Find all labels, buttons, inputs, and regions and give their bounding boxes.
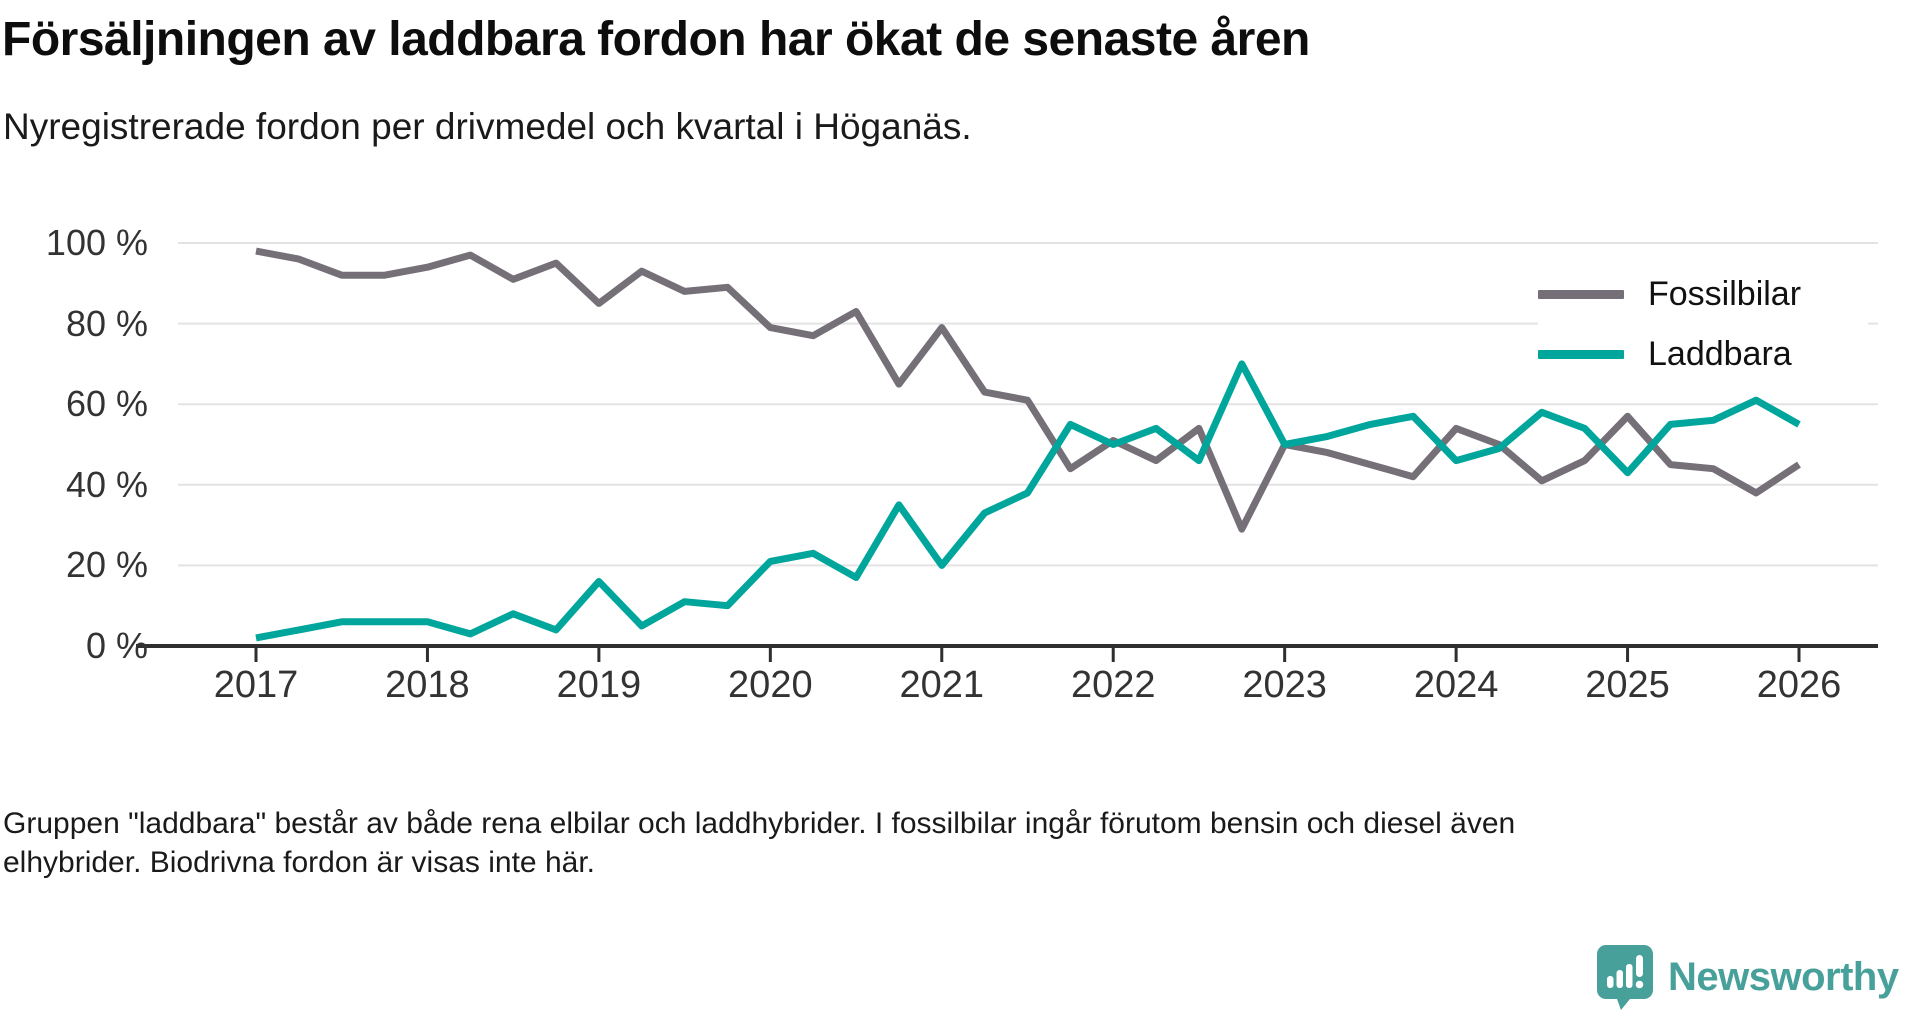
x-axis-label-2025: 2025 (1585, 664, 1670, 706)
newsworthy-logo: Newsworthy (1596, 944, 1899, 1010)
legend-label-laddbara: Laddbara (1648, 334, 1792, 373)
x-axis-label-2026: 2026 (1756, 664, 1842, 706)
footnote-line-2: elhybrider. Biodrivna fordon är visas in… (3, 846, 595, 879)
footnote-line-1: Gruppen "laddbara" består av både rena e… (3, 807, 1516, 840)
newsworthy-speech-bubble-chart-icon (1597, 945, 1653, 1010)
x-axis-label-2017: 2017 (213, 664, 299, 706)
legend-item-fossilbilar: Fossilbilar (1538, 275, 1868, 313)
x-axis-label-2018: 2018 (385, 664, 470, 706)
y-axis-label-0: 0 % (85, 625, 148, 666)
x-axis-label-2023: 2023 (1242, 664, 1327, 706)
page-title: Försäljningen av laddbara fordon har öka… (2, 13, 1310, 66)
y-axis-label-60: 60 % (65, 383, 148, 425)
chart-subtitle: Nyregistrerade fordon per drivmedel och … (3, 106, 972, 147)
y-axis-label-40: 40 % (65, 463, 148, 505)
fossilbilar-line-swatch-icon (1538, 289, 1624, 299)
footnote: Gruppen "laddbara" består av både rena e… (3, 804, 1863, 882)
x-axis-label-2019: 2019 (556, 664, 642, 706)
x-axis-label-2020: 2020 (728, 664, 813, 706)
y-axis-label-80: 80 % (65, 302, 148, 344)
x-axis-label-2021: 2021 (899, 664, 985, 706)
x-axis-label-2024: 2024 (1413, 664, 1499, 706)
laddbara-line-swatch-icon (1538, 349, 1624, 359)
x-axis-label-2022: 2022 (1070, 664, 1156, 706)
series-line-laddbara (255, 360, 1801, 642)
legend-item-laddbara: Laddbara (1538, 335, 1868, 373)
series-line-fossilbilar (255, 247, 1801, 533)
y-axis-label-20: 20 % (65, 544, 148, 586)
legend-label-fossilbilar: Fossilbilar (1648, 274, 1802, 313)
y-axis-label-100: 100 % (45, 222, 148, 263)
newsworthy-wordmark: Newsworthy (1668, 954, 1899, 999)
chart-legend: Fossilbilar Laddbara (1538, 266, 1868, 382)
